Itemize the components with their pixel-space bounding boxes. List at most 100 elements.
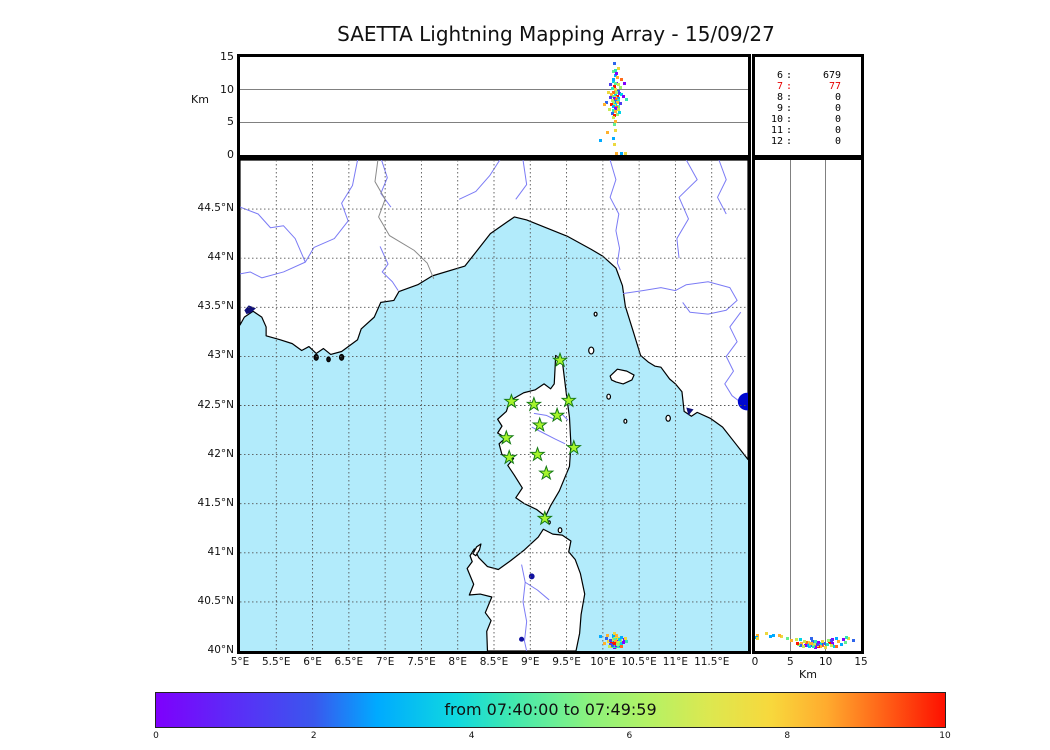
altitude-tick-label: 10 [220,82,234,96]
source-count-colon: : [785,70,793,81]
scatter-point [786,636,789,640]
scatter-point [615,101,619,105]
river-scrivia [516,160,527,199]
scatter-point [839,642,843,646]
scatter-point [602,102,606,106]
source-count-level: 10 [770,114,783,125]
scatter-point [804,643,808,647]
altitude-lat-panel [752,157,864,654]
lon-altitude-plot-area [240,57,748,155]
source-count-row: 11: 0 [755,125,861,136]
river-reno [677,160,697,258]
river-sardinia-2 [525,582,549,600]
source-count-row: 7: 77 [755,81,861,92]
latitude-tick-label: 40.5°N [197,594,234,607]
latitude-tick-label: 44°N [207,251,234,264]
scatter-point [834,644,838,648]
source-count-colon: : [785,125,793,136]
scatter-point [836,639,840,643]
scatter-point [614,69,618,73]
map-scatter-layer [240,160,748,651]
scatter-point [844,640,847,644]
scatter-point [613,641,616,645]
altitude-tick-label-bottom: 0 [751,656,759,668]
scatter-point [616,644,620,648]
scatter-point [617,96,621,100]
pianosa-island [607,394,611,399]
river-serchio [610,160,620,270]
scatter-point [607,639,611,643]
altitude-gridline [240,121,748,123]
scatter-point [755,633,759,637]
elba-island [610,369,634,384]
latitude-tick-label: 42.5°N [197,398,234,411]
altitude-gridline [240,89,748,91]
scatter-point [844,635,848,639]
scatter-point [794,637,798,641]
scatter-point [609,638,613,642]
scatter-point [618,111,621,114]
latitude-tick-label: 41°N [207,545,234,558]
scatter-point [616,67,620,71]
scatter-point [610,111,614,115]
river-po-tributary [718,160,727,214]
lon-altitude-panel [237,54,751,158]
altitude-tick-label: 0 [227,148,234,161]
latitude-tick-label: 43.5°N [197,300,234,313]
lma-station-star [560,392,577,408]
scatter-point [618,85,622,89]
scatter-point [605,636,608,640]
scatter-point [810,636,813,640]
scatter-point [612,78,616,82]
map-panel [237,157,751,654]
scatter-point [614,110,618,114]
latitude-tick-label: 40°N [207,644,234,656]
source-count-colon: : [785,114,793,125]
altitude-axis-label-bottom: Km [799,668,817,681]
maddalena-island [558,528,562,533]
scatter-point [605,101,608,105]
scatter-point [623,636,627,640]
france-italy-border [375,160,434,279]
longitude-tick-label: 8.5°E [479,656,509,668]
scatter-point [808,641,812,645]
scatter-point [841,637,845,641]
scatter-point [827,640,831,644]
scatter-point [607,91,611,95]
scatter-point [815,642,819,646]
scatter-point [613,99,617,103]
longitude-tick-label: 11°E [662,656,689,668]
scatter-point [613,62,616,65]
altitude-gridline [789,160,791,651]
montecristo-island [624,419,627,423]
source-count-level: 9 [776,103,783,114]
scatter-point [608,642,612,646]
scatter-point [771,633,775,637]
longitude-tick-label: 5.5°E [261,656,291,668]
lma-station-star [565,439,582,455]
river-durance [240,160,358,278]
scatter-point [824,645,828,649]
scatter-point [817,640,821,644]
scatter-point [599,634,603,638]
gorgona-island [594,312,597,316]
scatter-point [620,644,624,648]
scatter-point [623,151,627,155]
map-svg [240,160,748,651]
scatter-point [618,637,621,641]
scatter-point [619,92,623,96]
scatter-point [611,95,615,99]
scatter-point [613,106,617,110]
scatter-point [612,109,616,113]
river-left-tributary [240,207,305,262]
scatter-point [611,69,615,73]
scatter-point [616,107,620,111]
scatter-point [617,82,621,86]
scatter-point [778,633,782,637]
scatter-point [613,631,616,635]
sardinia-coastline [467,529,585,651]
source-count-value: 0 [834,125,841,136]
giglio-island [666,415,670,421]
scatter-point [819,641,823,645]
